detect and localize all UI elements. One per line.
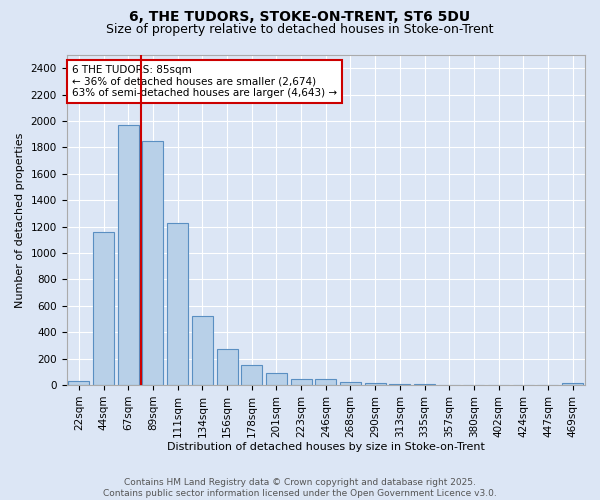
Bar	[340, 382, 361, 385]
Bar	[414, 384, 435, 385]
Y-axis label: Number of detached properties: Number of detached properties	[15, 132, 25, 308]
Text: 6, THE TUDORS, STOKE-ON-TRENT, ST6 5DU: 6, THE TUDORS, STOKE-ON-TRENT, ST6 5DU	[130, 10, 470, 24]
Bar	[266, 373, 287, 385]
Bar	[365, 383, 386, 385]
Bar	[315, 379, 336, 385]
Text: Contains HM Land Registry data © Crown copyright and database right 2025.
Contai: Contains HM Land Registry data © Crown c…	[103, 478, 497, 498]
X-axis label: Distribution of detached houses by size in Stoke-on-Trent: Distribution of detached houses by size …	[167, 442, 485, 452]
Bar	[93, 232, 114, 385]
Text: Size of property relative to detached houses in Stoke-on-Trent: Size of property relative to detached ho…	[106, 22, 494, 36]
Bar	[290, 379, 311, 385]
Bar	[142, 141, 163, 385]
Bar	[118, 125, 139, 385]
Bar	[217, 349, 238, 385]
Text: 6 THE TUDORS: 85sqm
← 36% of detached houses are smaller (2,674)
63% of semi-det: 6 THE TUDORS: 85sqm ← 36% of detached ho…	[72, 65, 337, 98]
Bar	[167, 222, 188, 385]
Bar	[389, 384, 410, 385]
Bar	[68, 381, 89, 385]
Bar	[241, 366, 262, 385]
Bar	[192, 316, 213, 385]
Bar	[562, 383, 583, 385]
